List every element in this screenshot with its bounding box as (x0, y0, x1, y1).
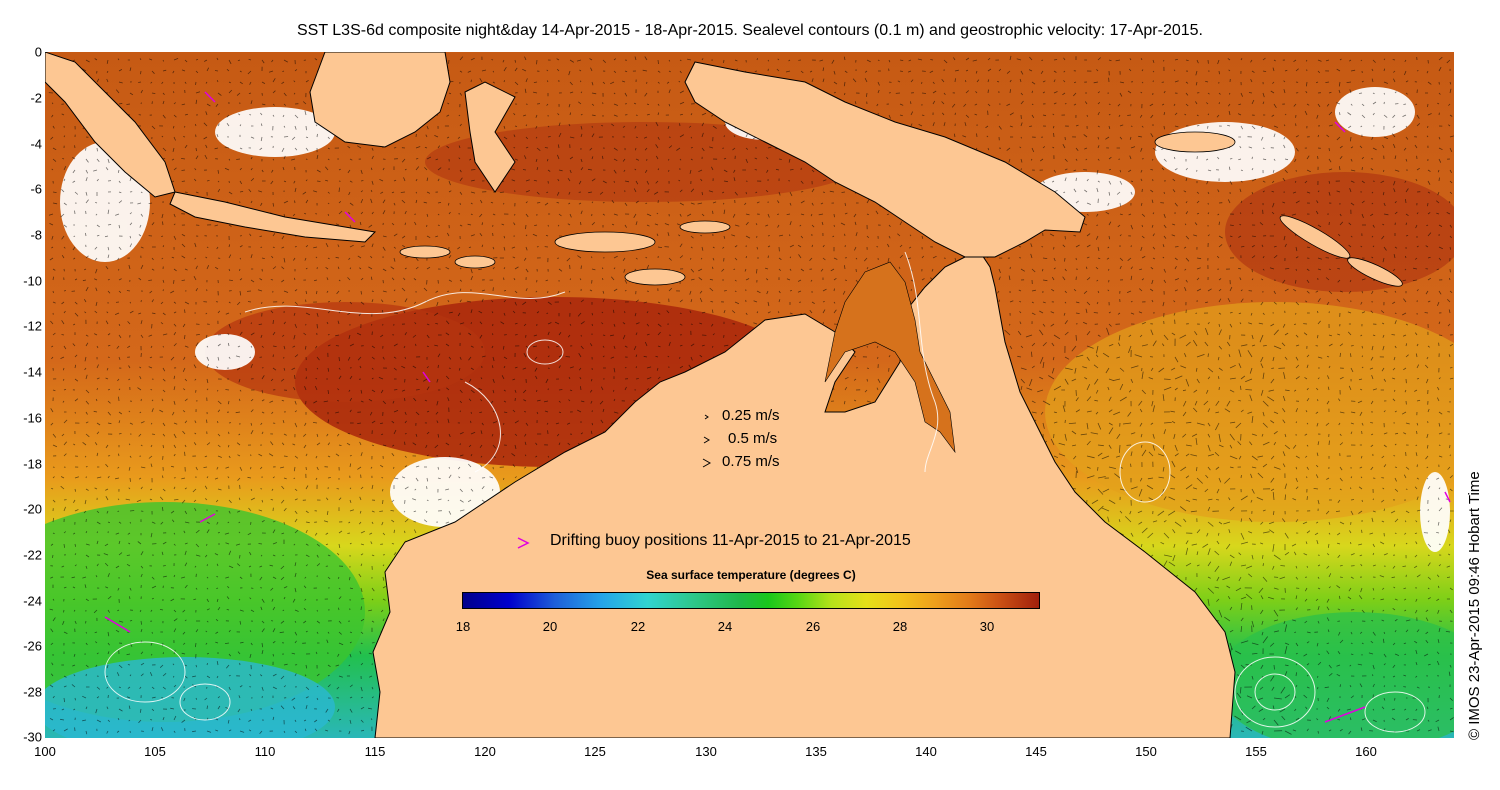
colorbar-tick-label: 24 (717, 619, 733, 634)
colorbar-tick-label: 22 (630, 619, 646, 634)
colorbar-title: Sea surface temperature (degrees C) (646, 568, 856, 582)
solomon-islands (1154, 131, 1403, 287)
map-title: SST L3S-6d composite night&day 14-Apr-20… (297, 22, 1203, 39)
x-tick-label: 140 (915, 744, 937, 759)
sulawesi-landmass (464, 81, 516, 193)
x-tick-label: 135 (805, 744, 827, 759)
x-tick-label: 160 (1355, 744, 1377, 759)
warm-pool-timor (205, 302, 485, 402)
y-tick-label: -12 (23, 318, 42, 334)
lesser-sunda-islands (399, 220, 731, 286)
x-tick-label: 125 (584, 744, 606, 759)
colorbar-tick-label: 18 (455, 619, 471, 634)
velocity-legend-label: 0.75 m/s (722, 453, 780, 470)
borneo-landmass (309, 52, 451, 148)
java-landmass (169, 191, 377, 243)
x-tick-label: 130 (695, 744, 717, 759)
coral-sea-band (1045, 302, 1454, 522)
sst-colorbar (462, 592, 1040, 609)
new-guinea-landmass (684, 61, 1086, 258)
colorbar-tick-label: 20 (542, 619, 558, 634)
y-tick-label: -6 (30, 181, 42, 197)
buoy-legend-label: Drifting buoy positions 11-Apr-2015 to 2… (550, 532, 911, 549)
y-tick-label: -30 (23, 729, 42, 745)
y-tick-label: 0 (34, 44, 42, 60)
west-cyan-region (45, 657, 335, 738)
y-tick-label: -22 (23, 547, 42, 563)
warm-pool-north (425, 122, 865, 202)
warm-pool-ne (1225, 172, 1454, 292)
y-tick-label: -10 (23, 273, 42, 289)
sea-level-contours (104, 251, 1426, 733)
x-tick-label: 100 (34, 744, 56, 759)
y-tick-label: -28 (23, 684, 42, 700)
x-tick-label: 115 (364, 744, 386, 759)
y-tick-label: -18 (23, 456, 42, 472)
x-tick-label: 145 (1025, 744, 1047, 759)
x-tick-label: 120 (474, 744, 496, 759)
sumatra-landmass (45, 52, 176, 198)
australia-landmass (372, 251, 1236, 738)
x-tick-label: 155 (1245, 744, 1267, 759)
y-tick-label: -16 (23, 410, 42, 426)
map-frame (45, 52, 1454, 738)
y-tick-label: -26 (23, 638, 42, 654)
y-tick-label: -2 (30, 90, 42, 106)
credit-text: © IMOS 23-Apr-2015 09:46 Hobart Time (1466, 471, 1483, 740)
y-tick-label: -8 (30, 227, 42, 243)
x-tick-label: 110 (254, 744, 276, 759)
velocity-legend-label: 0.5 m/s (728, 430, 778, 447)
colorbar-tick-label: 28 (892, 619, 908, 634)
y-tick-label: -4 (30, 136, 42, 152)
x-tick-label: 105 (144, 744, 166, 759)
x-tick-label: 150 (1135, 744, 1157, 759)
velocity-legend-label: 0.25 m/s (722, 407, 780, 424)
y-tick-label: -20 (23, 501, 42, 517)
buoy-legend-icon (517, 537, 530, 549)
y-tick-label: -24 (23, 593, 42, 609)
drifting-buoys (104, 91, 1451, 723)
colorbar-tick-label: 30 (979, 619, 995, 634)
velocity-legend-arrows (702, 414, 712, 468)
y-tick-label: -14 (23, 364, 42, 380)
colorbar-tick-label: 26 (805, 619, 821, 634)
gulf-of-carpentaria (824, 261, 956, 454)
sst-map (45, 52, 1454, 738)
